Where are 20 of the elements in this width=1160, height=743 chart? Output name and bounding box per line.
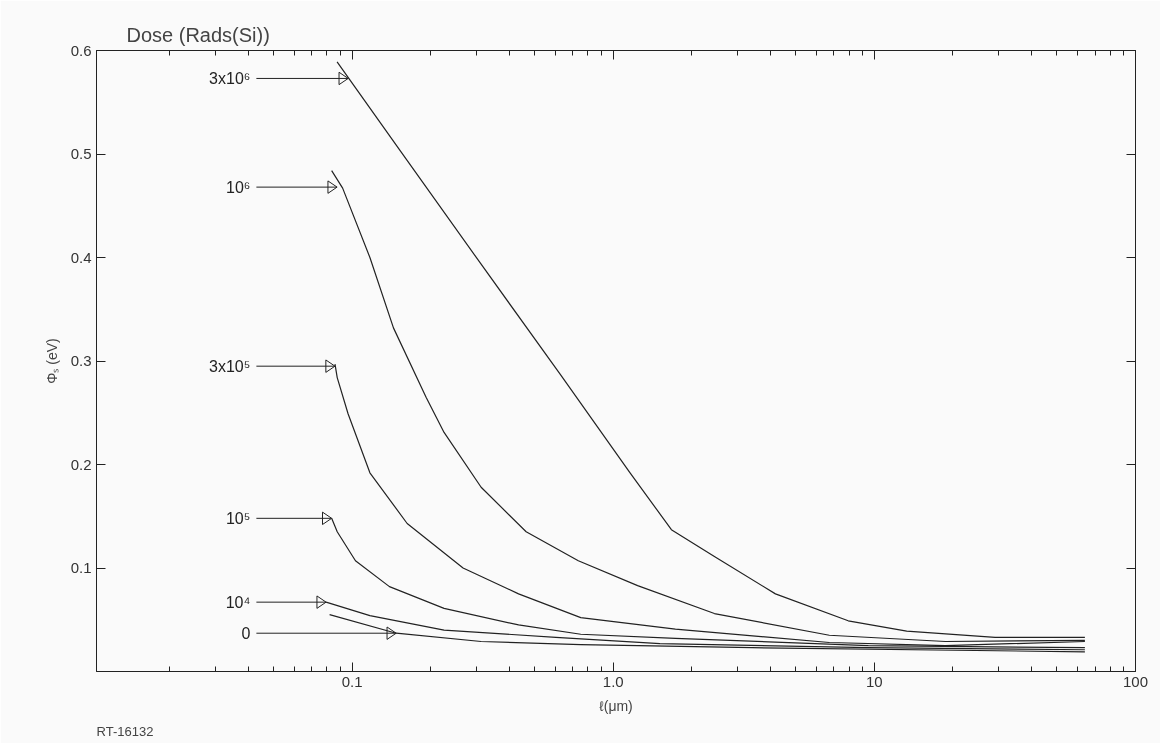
annotation: 3x10⁵ [209,357,251,375]
y-tick-label: 0.3 [70,352,92,369]
x-tick-label: 0.1 [341,672,363,690]
annotation: 3x10⁶ [209,69,251,87]
text: RT-16132 [96,723,154,739]
annotation: 10⁴ [225,593,251,611]
chart-title: Dose (Rads(Si)) [126,23,270,46]
x-tick-label: 10 [866,672,883,690]
y-axis-title: Φₛ (eV) [43,338,60,384]
y-tick-label: 0.4 [70,248,92,266]
y-tick-label: 0.5 [70,145,92,162]
x-axis-title: ℓ(μm) [599,697,633,714]
y-tick-label: 0.1 [70,559,92,576]
annotation: 10⁶ [226,178,251,196]
y-tick-label: 0.2 [70,455,92,473]
annotation: 0 [241,625,251,643]
x-tick-label: 1.0 [602,672,624,690]
annotation: 10⁵ [225,509,251,527]
y-tick-label: 0.6 [70,41,92,59]
x-tick-label: 100 [1122,672,1149,690]
